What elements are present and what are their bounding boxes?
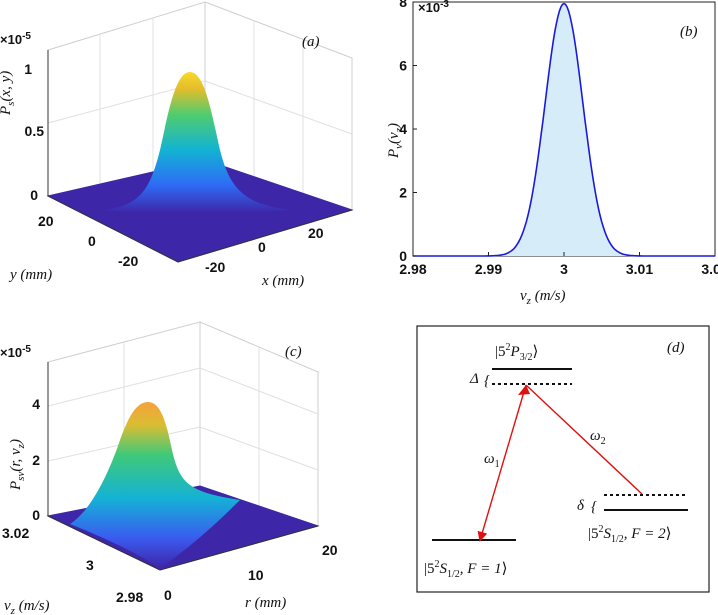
b-x-tick-label: 3.02 (701, 261, 718, 277)
a-z-label: Ps(x, y) (0, 71, 17, 116)
d-f2-ket-close: ⟩ (666, 526, 672, 542)
b-panel-label: (b) (680, 24, 698, 40)
a-axis-edges (47, 50, 353, 263)
d-delta-label: δ (577, 498, 585, 514)
d-f1-ket-close: ⟩ (502, 561, 508, 577)
a-y-tick-minus20: -20 (118, 253, 138, 269)
d-ground-f2-label: |52S1/2, F = 2⟩ (588, 524, 671, 545)
a-y-label: y (mm) (8, 267, 52, 283)
d-omega1-label: ω1 (484, 451, 500, 470)
b-x-label: vz (m/s) (520, 288, 566, 307)
c-axis-edges (47, 362, 319, 571)
d-frame (416, 325, 710, 593)
a-x-tick-minus20: -20 (205, 259, 225, 275)
c-scale-exponent: ×10-5 (0, 344, 31, 360)
c-panel-label: (c) (285, 344, 302, 360)
c-gaussian-peak (70, 402, 240, 568)
a-x-tick-0: 0 (258, 239, 266, 255)
b-x-tick-label: 2.98 (399, 261, 426, 277)
b-y-tick-label: 2 (399, 185, 407, 201)
c-z-axis: 4 2 0 (32, 396, 40, 523)
b-distribution-curve (413, 2, 715, 257)
a-z-tick-0.5: 0.5 (25, 123, 45, 139)
a-y-axis: 20 0 -20 (38, 213, 138, 269)
d-f2-ket-open: | (588, 526, 591, 542)
c-z-tick-2: 2 (32, 452, 40, 468)
b-axes-ticks: 2.98 2.99 3 3.01 3.02 0 2 4 6 8 (399, 0, 718, 277)
a-z-axis: 1 0.5 0 (24, 61, 44, 203)
c-y-tick-3.02: 3.02 (2, 525, 29, 541)
d-excited-ket-close: ⟩ (532, 344, 538, 360)
a-scale-exponent: ×10-5 (0, 31, 31, 47)
a-panel-label: (a) (302, 34, 320, 50)
a-x-axis: -20 0 20 (205, 225, 324, 275)
c-x-tick-10: 10 (248, 567, 264, 583)
d-panel-label: (d) (667, 340, 685, 356)
a-z-tick-0: 0 (30, 187, 38, 203)
c-y-label: vz (m/s) (4, 598, 50, 615)
c-z-tick-4: 4 (32, 396, 40, 412)
d-Delta-brace: { (484, 373, 490, 389)
d-Delta-label: Δ (469, 371, 479, 387)
c-z-label: Psv(r, vz) (8, 439, 27, 491)
c-y-tick-3: 3 (86, 557, 94, 573)
panel-d-level-diagram: (d) |52P3/2⟩ Δ { |52S1/2, F = 1⟩ δ { |52… (416, 325, 710, 593)
c-x-label: r (mm) (245, 595, 286, 611)
a-y-tick-20: 20 (38, 213, 54, 229)
c-x-tick-0: 0 (164, 587, 172, 603)
b-scale-exponent: ×10-3 (418, 0, 449, 15)
c-x-tick-20: 20 (322, 542, 338, 558)
b-x-tick-label: 3 (560, 261, 568, 277)
c-wall-grid (47, 342, 319, 506)
d-omega2-arrow-line (525, 384, 643, 495)
b-y-tick-label: 6 (399, 58, 407, 74)
d-excited-state-label: |52P3/2⟩ (495, 342, 538, 363)
c-x-axis: 0 10 20 (164, 542, 338, 603)
d-omega1-arrow (477, 384, 527, 542)
b-distribution-fill (413, 3, 715, 256)
d-ground-f1-label: |52S1/2, F = 1⟩ (424, 559, 507, 580)
a-x-label: x (mm) (261, 273, 304, 289)
d-delta-brace: { (591, 499, 597, 515)
b-y-tick-label: 8 (399, 0, 407, 10)
d-f1-ket-open: | (424, 561, 427, 577)
d-omega2-label: ω2 (590, 428, 606, 447)
a-x-tick-20: 20 (308, 225, 324, 241)
panel-a-surface: 1 0.5 0 ×10-5 Ps(x, y) 20 0 -20 y (mm) -… (0, 1, 354, 289)
b-x-tick-label: 2.99 (475, 261, 502, 277)
panel-c-surface: 4 2 0 ×10-5 Psv(r, vz) 3.02 3 2.98 vz (m… (0, 321, 338, 615)
b-y-tick-label: 0 (399, 248, 407, 264)
b-y-tick-label: 4 (399, 121, 407, 137)
b-y-label: Pv(vz) (386, 123, 405, 159)
d-omega-vertex-arrowhead (518, 385, 530, 395)
a-y-tick-0: 0 (88, 233, 96, 249)
b-x-tick-label: 3.01 (626, 261, 653, 277)
c-y-axis: 3.02 3 2.98 (2, 525, 143, 605)
panel-b-distribution: 2.98 2.99 3 3.01 3.02 0 2 4 6 8 ×10-3 Pv(vz) vz (… (386, 0, 718, 307)
a-gaussian-peak (105, 72, 290, 213)
d-excited-ket-open: | (495, 344, 498, 360)
a-z-tick-1: 1 (24, 61, 32, 77)
c-y-tick-2.98: 2.98 (116, 589, 143, 605)
c-z-tick-0: 0 (32, 507, 40, 523)
